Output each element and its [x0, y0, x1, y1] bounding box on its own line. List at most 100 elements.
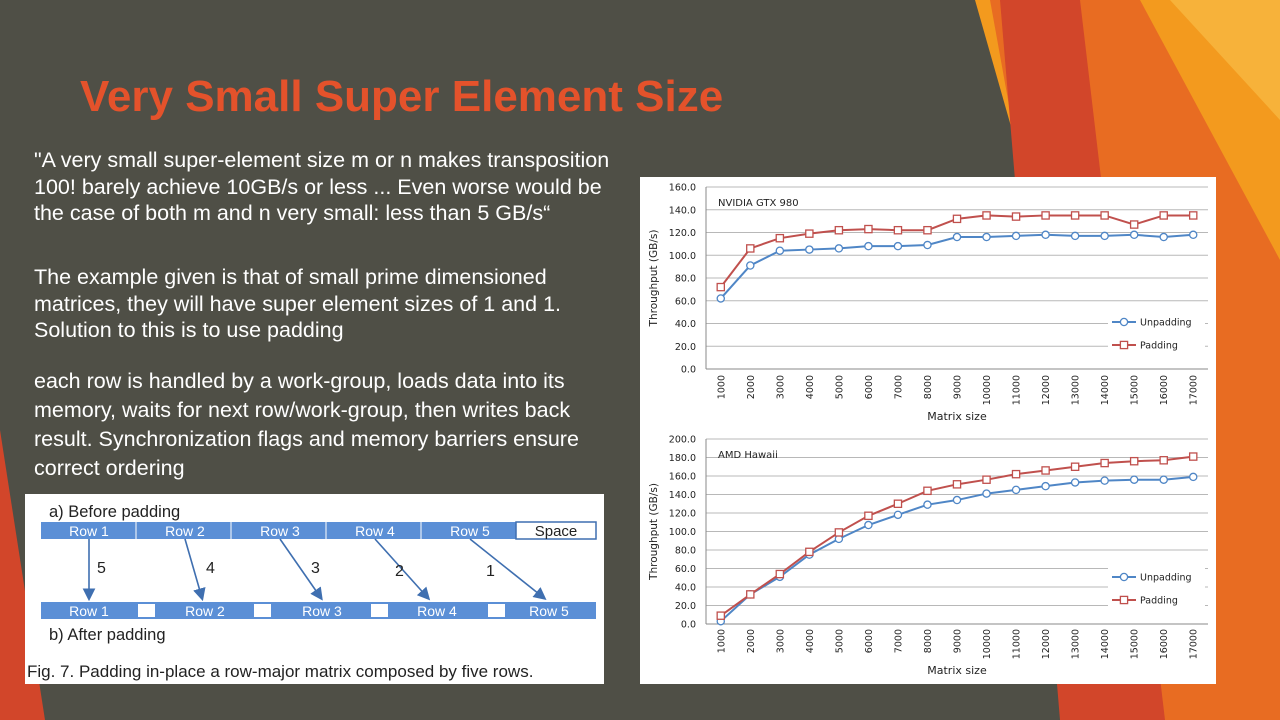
data-point-padding — [1100, 211, 1109, 220]
y-axis-label: Throughput (GB/s) — [648, 483, 660, 581]
before-row-bar — [41, 522, 516, 539]
x-tick-label: 16000 — [1159, 629, 1170, 659]
x-tick-label: 13000 — [1071, 629, 1082, 659]
y-tick-label: 160.0 — [669, 183, 696, 194]
quote-paragraph: "A very small super-element size m or n … — [34, 148, 610, 225]
x-tick-label: 14000 — [1100, 375, 1111, 405]
data-point-unpadding — [1070, 478, 1080, 487]
y-tick-label: 120.0 — [669, 509, 696, 520]
data-point-padding — [1041, 466, 1050, 475]
chart-2: 0.0 20.0 40.0 60.0 80.0 100.0 120.0 140.0 160.0 1… — [648, 435, 1208, 677]
data-point-unpadding — [805, 245, 814, 254]
x-tick-label: 1000 — [716, 375, 727, 399]
series-line-unpadding — [720, 233, 1194, 300]
legend-label: Padding — [1140, 596, 1178, 607]
slide-title: Very Small Super Element Size — [80, 72, 724, 121]
padding-gap — [138, 604, 155, 617]
data-point-padding — [923, 486, 932, 496]
y-tick-label: 160.0 — [669, 472, 696, 483]
data-point-unpadding — [864, 520, 873, 530]
data-point-padding — [982, 475, 991, 484]
x-tick-label: 5000 — [834, 375, 845, 399]
x-tick-label: 10000 — [982, 629, 993, 659]
y-tick-label: 140.0 — [669, 490, 696, 501]
x-tick-label: 1000 — [716, 629, 727, 653]
y-tick-label: 0.0 — [681, 620, 696, 631]
x-tick-label: 3000 — [775, 629, 786, 653]
x-tick-label: 17000 — [1189, 375, 1200, 405]
data-point-unpadding — [834, 244, 844, 253]
data-point-padding — [1188, 452, 1198, 461]
y-tick-label: 80.0 — [675, 274, 696, 285]
data-point-unpadding — [864, 241, 873, 251]
legend-marker — [1119, 572, 1129, 582]
data-point-padding — [1041, 211, 1050, 220]
space-label: Space — [535, 523, 578, 540]
y-tick-label: 100.0 — [669, 527, 696, 538]
y-tick-label: 80.0 — [675, 546, 696, 557]
x-tick-label: 4000 — [805, 375, 816, 399]
throughput-charts: 0.0 20.0 40.0 60.0 80.0 100.0 120.0 140.0 160.0 1… — [640, 177, 1216, 684]
y-axis-label: Throughput (GB/s) — [648, 230, 660, 328]
workgroup-paragraph: each row is handled by a work-group, loa… — [34, 369, 579, 480]
data-point-padding — [716, 282, 726, 292]
padding-gap — [488, 604, 505, 617]
data-point-padding — [1129, 456, 1139, 466]
padding-gap — [371, 604, 388, 617]
y-tick-label: 100.0 — [669, 251, 696, 262]
legend-marker — [1119, 595, 1129, 605]
data-point-unpadding — [1129, 230, 1139, 240]
example-paragraph: The example given is that of small prime… — [34, 265, 562, 342]
x-tick-label: 13000 — [1071, 375, 1082, 405]
data-point-unpadding — [1011, 485, 1021, 495]
data-point-unpadding — [923, 500, 932, 509]
data-point-padding — [1159, 211, 1168, 220]
arrow-row-5 — [469, 538, 547, 600]
data-point-unpadding — [1159, 232, 1168, 242]
arrow-number-3: 3 — [311, 560, 320, 577]
arrow-number-2: 2 — [395, 563, 404, 580]
data-point-unpadding — [952, 495, 962, 505]
x-tick-label: 8000 — [923, 629, 934, 653]
x-tick-label: 5000 — [834, 629, 845, 653]
x-tick-label: 4000 — [805, 629, 816, 653]
x-tick-label: 14000 — [1100, 629, 1111, 659]
data-point-padding — [1159, 456, 1168, 465]
data-point-unpadding — [716, 294, 726, 303]
before-row-1: Row 1 — [69, 523, 109, 539]
x-tick-label: 12000 — [1041, 629, 1052, 659]
x-tick-label: 17000 — [1189, 629, 1200, 659]
data-point-padding — [746, 244, 755, 253]
data-point-padding — [923, 225, 932, 235]
x-tick-label: 12000 — [1041, 375, 1052, 405]
data-point-unpadding — [1041, 230, 1050, 240]
x-tick-label: 9000 — [953, 375, 964, 399]
data-point-unpadding — [893, 241, 903, 251]
padding-figure: a) Before padding Row 1 Row 2 Row 3 Row … — [25, 494, 604, 684]
data-point-padding — [864, 511, 873, 521]
y-tick-label: 60.0 — [675, 564, 696, 575]
arrow-row-4 — [374, 538, 431, 601]
x-tick-label: 15000 — [1130, 629, 1141, 659]
chart-1: 0.0 20.0 40.0 60.0 80.0 100.0 120.0 140.0 160.0 1… — [648, 183, 1208, 423]
chart-title: NVIDIA GTX 980 — [718, 198, 799, 209]
after-row-5: Row 5 — [529, 603, 569, 619]
after-row-2: Row 2 — [185, 603, 225, 619]
before-row-4: Row 4 — [355, 523, 395, 539]
data-point-unpadding — [746, 261, 755, 270]
data-point-unpadding — [775, 246, 785, 255]
data-point-padding — [952, 214, 962, 224]
data-point-unpadding — [952, 232, 962, 242]
y-tick-label: 0.0 — [681, 365, 696, 376]
data-point-padding — [893, 225, 903, 235]
data-point-padding — [775, 233, 785, 243]
padding-diagram: a) Before padding Row 1 Row 2 Row 3 Row … — [41, 503, 597, 644]
before-row-5: Row 5 — [450, 523, 490, 539]
data-point-unpadding — [1041, 481, 1050, 491]
data-point-padding — [805, 229, 814, 238]
chart-title: AMD Hawaii — [718, 450, 778, 461]
data-point-unpadding — [982, 232, 991, 242]
data-point-padding — [1129, 220, 1139, 229]
data-point-unpadding — [1070, 231, 1080, 241]
data-point-padding — [864, 224, 873, 234]
